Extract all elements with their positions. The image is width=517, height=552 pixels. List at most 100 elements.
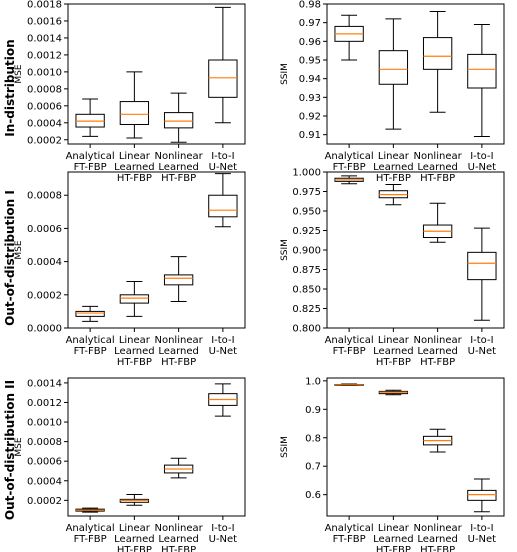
y-tick-label: 0.0008 <box>27 191 62 202</box>
x-category-line: Learned <box>373 346 413 357</box>
y-axis-label: MSE <box>14 64 24 83</box>
x-category-line: FT-FBP <box>74 346 107 357</box>
y-tick-label: 0.0018 <box>27 0 62 11</box>
box-iqr <box>378 50 409 85</box>
x-category-line: I-to-I <box>211 523 234 534</box>
box-4 <box>467 227 497 321</box>
charts-layer: 0.0002 0.0004 0.0006 0.0008 0.0010 0.0012 0.00… <box>14 0 505 552</box>
x-category-line: FT-FBP <box>333 346 366 357</box>
x-category-line: HT-FBP <box>117 173 152 184</box>
x-category-line: U-Net <box>209 534 238 545</box>
x-category-label: Nonlinear Learned HT-FBP <box>414 335 463 368</box>
x-category-line: Linear <box>378 151 410 162</box>
x-category-line: HT-FBP <box>420 545 455 552</box>
x-category-line: Learned <box>114 534 154 545</box>
box-3 <box>163 457 194 479</box>
x-category-label: I-to-I U-Net <box>468 335 497 357</box>
y-tick-label: 0.0002 <box>27 496 62 507</box>
x-category-label: I-to-I U-Net <box>209 151 238 173</box>
x-category-line: Analytical <box>66 335 115 346</box>
x-category-line: HT-FBP <box>161 545 196 552</box>
y-tick-label: 0.8 <box>305 433 321 444</box>
x-category-line: Nonlinear <box>414 523 463 534</box>
chart-1: 0.0002 0.0004 0.0006 0.0008 0.0010 0.0012 0.00… <box>14 0 246 184</box>
x-category-line: Learned <box>417 162 457 173</box>
x-category-label: Nonlinear Learned HT-FBP <box>155 335 204 368</box>
box-iqr <box>467 251 497 281</box>
y-tick-label: 0.925 <box>292 226 321 237</box>
x-category-line: FT-FBP <box>74 534 107 545</box>
x-category-line: Learned <box>158 534 198 545</box>
box-4 <box>467 24 497 138</box>
x-category-label: Analytical FT-FBP <box>66 151 115 173</box>
x-category-line: Linear <box>378 523 410 534</box>
y-tick-label: 0.98 <box>299 0 321 11</box>
y-axis-label: SSIM <box>280 63 290 85</box>
x-category-line: Nonlinear <box>155 523 204 534</box>
y-axis-label: SSIM <box>280 239 290 261</box>
y-tick-label: 0.0016 <box>27 16 62 27</box>
plot-frame <box>67 171 246 329</box>
row-label-in-distribution: In-distribution <box>3 39 17 136</box>
x-category-line: HT-FBP <box>376 545 411 552</box>
x-category-line: Linear <box>119 335 151 346</box>
x-category-line: Analytical <box>325 151 374 162</box>
box-3 <box>163 256 194 302</box>
x-category-line: Learned <box>114 346 154 357</box>
x-category-line: FT-FBP <box>74 162 107 173</box>
x-category-label: Nonlinear Learned HT-FBP <box>155 151 204 184</box>
plot-frame <box>326 377 505 517</box>
y-tick-label: 0.0004 <box>27 257 62 268</box>
x-category-line: Learned <box>417 346 457 357</box>
x-category-label: Linear Learned HT-FBP <box>114 335 154 368</box>
x-category-line: Learned <box>373 162 413 173</box>
box-2 <box>119 493 150 506</box>
x-category-line: Nonlinear <box>414 151 463 162</box>
x-category-line: I-to-I <box>470 335 493 346</box>
x-category-line: FT-FBP <box>333 534 366 545</box>
x-category-line: I-to-I <box>211 335 234 346</box>
box-iqr <box>119 101 150 125</box>
box-1 <box>334 14 364 61</box>
x-category-line: HT-FBP <box>117 357 152 368</box>
y-tick-label: 0.0006 <box>27 224 62 235</box>
y-tick-label: 0.900 <box>292 246 321 257</box>
x-category-label: Nonlinear Learned HT-FBP <box>155 523 204 552</box>
y-tick-label: 0.0004 <box>27 476 62 487</box>
x-category-line: Learned <box>417 534 457 545</box>
y-axis-label: MSE <box>14 437 24 456</box>
x-category-line: HT-FBP <box>376 357 411 368</box>
y-tick-label: 0.0012 <box>27 398 62 409</box>
box-iqr <box>208 59 238 98</box>
y-tick-label: 0.9 <box>305 405 321 416</box>
box-3 <box>422 428 453 453</box>
box-1 <box>75 98 105 137</box>
box-4 <box>467 478 497 513</box>
x-category-label: Nonlinear Learned HT-FBP <box>414 523 463 552</box>
x-category-label: I-to-I U-Net <box>468 523 497 545</box>
y-tick-label: 0.800 <box>292 324 321 335</box>
x-category-line: U-Net <box>468 346 497 357</box>
y-tick-label: 0.0014 <box>27 33 62 44</box>
x-category-line: Learned <box>158 346 198 357</box>
x-category-line: HT-FBP <box>420 357 455 368</box>
x-category-line: Nonlinear <box>155 335 204 346</box>
y-tick-label: 0.950 <box>292 207 321 218</box>
x-category-line: Analytical <box>66 151 115 162</box>
x-category-line: HT-FBP <box>420 173 455 184</box>
box-3 <box>422 10 453 113</box>
box-4 <box>208 6 238 124</box>
x-category-line: U-Net <box>468 162 497 173</box>
box-4 <box>208 173 238 228</box>
x-category-label: I-to-I U-Net <box>468 151 497 173</box>
row-label-ood-1: Out-of-distribution I <box>3 190 17 326</box>
chart-3: 0.0000 0.0002 0.0004 0.0006 0.0008 MSE Analyti… <box>14 171 246 368</box>
y-tick-label: 0.6 <box>305 490 321 501</box>
y-tick-label: 0.0004 <box>27 118 62 129</box>
x-category-line: I-to-I <box>211 151 234 162</box>
x-category-line: Analytical <box>325 335 374 346</box>
x-category-line: HT-FBP <box>161 357 196 368</box>
y-tick-label: 0.7 <box>305 462 321 473</box>
box-iqr <box>467 489 497 501</box>
